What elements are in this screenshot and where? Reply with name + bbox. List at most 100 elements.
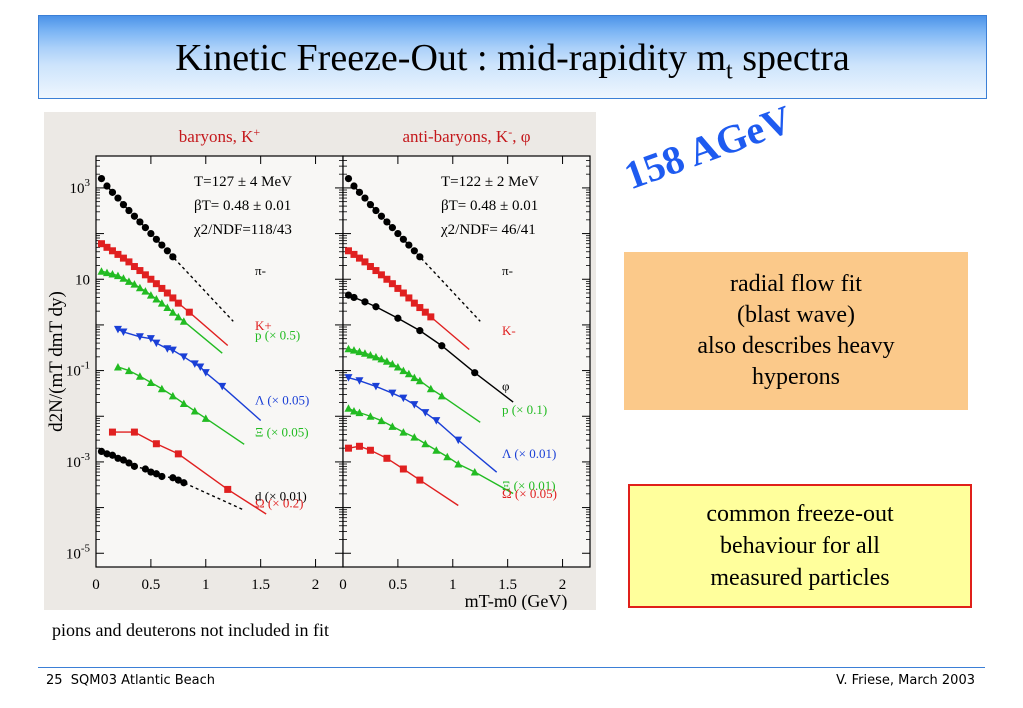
data-point — [114, 250, 122, 258]
data-point — [135, 283, 144, 292]
data-point — [443, 452, 452, 461]
fit-curve — [117, 366, 245, 445]
data-point — [146, 378, 155, 386]
data-point — [416, 327, 424, 335]
data-point — [124, 366, 133, 375]
x-axis-label: mT-m0 (GeV) — [465, 591, 568, 610]
panel-title: baryons, K+ — [179, 125, 261, 146]
data-point — [174, 299, 182, 307]
data-point — [174, 476, 182, 484]
data-point — [130, 212, 139, 220]
data-point — [355, 377, 364, 385]
data-point — [114, 454, 122, 462]
data-point — [383, 218, 391, 226]
data-point — [371, 352, 380, 361]
data-point — [119, 328, 128, 336]
data-point — [113, 325, 122, 334]
data-point — [97, 240, 105, 248]
data-point — [125, 206, 133, 215]
data-point — [350, 250, 358, 258]
data-point — [158, 241, 166, 249]
data-point — [152, 470, 160, 478]
data-point — [388, 280, 396, 288]
data-point — [372, 303, 380, 311]
series-label: p (× 0.1) — [502, 402, 547, 417]
footer-right: V. Friese, March 2003 — [836, 673, 975, 688]
data-point — [146, 335, 155, 343]
data-point — [399, 289, 407, 297]
data-point — [426, 384, 435, 393]
data-point — [190, 407, 199, 415]
data-point — [355, 408, 364, 417]
data-point — [103, 243, 111, 251]
y-tick-label: 103 — [70, 177, 91, 197]
data-point — [416, 253, 424, 261]
data-point — [157, 384, 166, 393]
x-tick-label: 2 — [559, 577, 567, 593]
data-point — [119, 201, 128, 209]
data-point — [432, 446, 441, 454]
data-point — [366, 201, 375, 209]
data-point — [382, 357, 391, 365]
data-point — [125, 459, 133, 467]
data-point — [355, 347, 364, 356]
data-point — [394, 314, 402, 322]
data-point — [130, 263, 138, 271]
data-point — [158, 284, 166, 292]
data-point — [344, 374, 353, 382]
data-point — [141, 287, 150, 295]
data-point — [201, 369, 210, 377]
series-label: Λ (× 0.05) — [255, 392, 309, 407]
figure-caption: pions and deuterons not included in fit — [52, 620, 329, 640]
data-point — [349, 407, 358, 415]
data-point — [152, 280, 160, 288]
data-point — [366, 412, 375, 420]
data-point — [438, 342, 446, 350]
data-point — [470, 468, 479, 476]
data-point — [108, 247, 116, 255]
data-point — [163, 289, 171, 297]
fit-parameter-text: βT= 0.48 ± 0.01 — [441, 198, 538, 214]
data-point — [432, 417, 441, 425]
data-point — [399, 465, 407, 473]
title-tail: spectra — [732, 37, 850, 79]
data-point — [147, 275, 155, 283]
data-point — [344, 291, 353, 299]
series-label: Ω (× 0.05) — [502, 486, 557, 501]
data-point — [361, 298, 369, 306]
data-point — [372, 267, 380, 275]
data-point — [399, 394, 408, 403]
footer-divider — [38, 667, 985, 668]
data-point — [366, 350, 375, 359]
note-line: (blast wave) — [737, 302, 855, 328]
data-point — [349, 346, 358, 354]
data-point — [416, 304, 424, 312]
x-tick-label: 1.5 — [251, 577, 270, 593]
data-point — [355, 254, 363, 262]
data-point — [399, 235, 407, 243]
data-point — [388, 422, 397, 430]
data-point — [361, 194, 369, 202]
data-point — [383, 275, 391, 283]
fit-parameter-text: βT= 0.48 ± 0.01 — [194, 198, 291, 214]
data-point — [410, 373, 419, 382]
data-point — [174, 312, 183, 321]
data-point — [405, 294, 413, 302]
x-tick-label: 0 — [92, 577, 100, 593]
data-point — [421, 409, 430, 417]
spectra-plot: 0 0.5 1 1.5 2 baryons, K+ T=127 ± 4 MeV βT= 0.4… — [46, 125, 591, 610]
data-point — [136, 267, 144, 275]
data-point — [102, 268, 111, 277]
data-point — [147, 229, 155, 238]
data-point — [388, 224, 396, 232]
data-point — [103, 450, 111, 458]
data-point — [224, 485, 232, 493]
data-point — [399, 366, 408, 375]
data-point — [366, 263, 374, 271]
data-point — [103, 182, 111, 190]
data-point — [427, 313, 435, 321]
data-point — [190, 360, 199, 368]
data-point — [388, 389, 397, 398]
series-label: Ξ (× 0.05) — [255, 424, 309, 439]
data-point — [360, 349, 369, 357]
